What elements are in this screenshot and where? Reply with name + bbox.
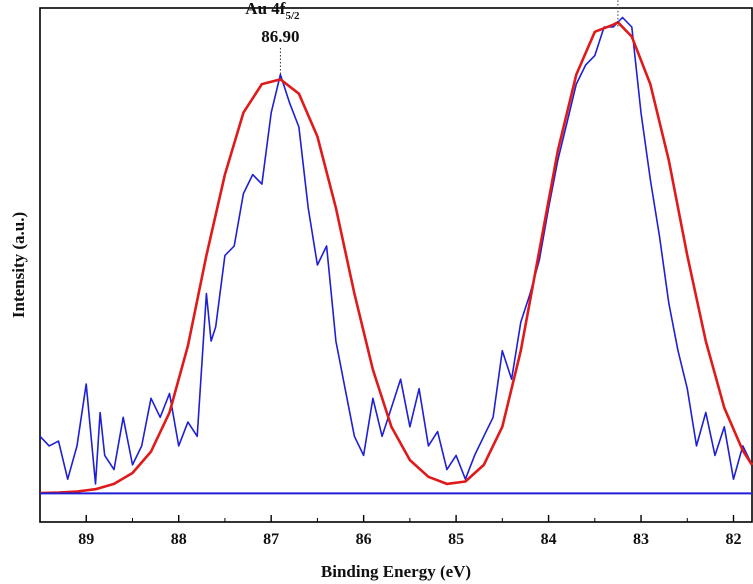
x-axis-title: Binding Energy (eV) xyxy=(321,562,471,581)
x-tick-label: 86 xyxy=(356,531,372,548)
plot-frame xyxy=(39,7,753,523)
fit-curve-line xyxy=(40,21,753,495)
x-tick-label: 82 xyxy=(726,531,742,548)
peak-name-subscript: 5/2 xyxy=(285,10,300,22)
raw-spectrum-line xyxy=(40,16,753,485)
peak-value-label: 86.90 xyxy=(261,27,299,46)
x-tick-label: 89 xyxy=(78,531,94,548)
x-tick-label: 87 xyxy=(263,531,279,548)
x-tick-label: 83 xyxy=(633,531,649,548)
x-ticks: 89 88 87 86 85 84 83 82 xyxy=(39,515,742,548)
peak-name-main: Au 4f xyxy=(245,0,285,18)
x-tick-label: 88 xyxy=(171,531,187,548)
x-tick-label: 85 xyxy=(448,531,464,548)
y-axis-title: Intensity (a.u.) xyxy=(9,212,28,318)
x-tick-label: 84 xyxy=(541,531,557,548)
peak-name-label: Au 4f5/2 xyxy=(245,0,300,22)
